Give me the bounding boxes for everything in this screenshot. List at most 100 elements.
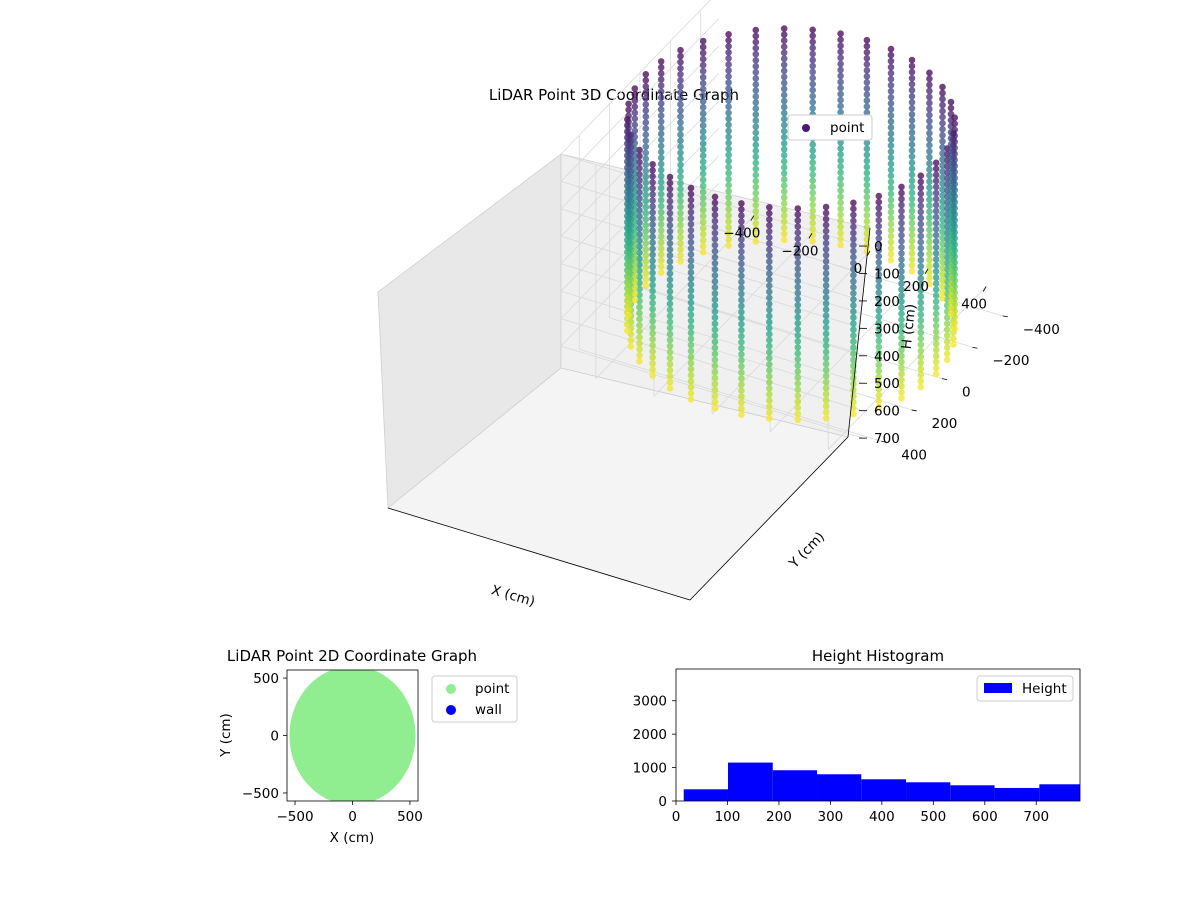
point-3d <box>932 207 940 215</box>
histogram-bar <box>950 785 995 801</box>
point-3d <box>699 98 707 105</box>
point-3d <box>822 415 830 422</box>
histogram-bar <box>1039 784 1080 801</box>
point-3d <box>837 217 844 225</box>
point-3d <box>875 271 883 278</box>
point-3d <box>917 293 925 300</box>
point-3d <box>947 310 955 317</box>
point-3d <box>725 175 732 183</box>
point-3d <box>649 269 656 277</box>
point-3d <box>677 155 684 163</box>
point-3d <box>625 142 632 150</box>
point-3d <box>943 344 951 352</box>
point-column <box>625 100 632 319</box>
point-3d <box>666 203 674 211</box>
point-3d <box>699 146 707 153</box>
point-3d <box>898 213 905 221</box>
point-3d <box>687 233 695 240</box>
point-3d <box>809 74 816 82</box>
point-3d <box>677 240 684 247</box>
point-3d <box>725 200 732 207</box>
point-3d <box>850 205 857 213</box>
point-3d <box>738 296 745 304</box>
point-3d <box>939 276 946 284</box>
point-3d <box>642 113 650 120</box>
point-3d <box>932 352 940 360</box>
point-3d <box>863 230 871 237</box>
point-3d <box>917 226 925 234</box>
point-3d <box>939 282 946 290</box>
point-3d <box>951 325 958 333</box>
point-3d <box>711 199 719 207</box>
point-3d <box>677 71 684 78</box>
point-3d <box>631 169 639 177</box>
point-3d <box>908 237 916 245</box>
point-3d <box>687 196 695 204</box>
point-3d <box>711 356 719 364</box>
point-3d <box>887 184 895 192</box>
point-3d <box>850 253 857 261</box>
point-3d <box>887 136 895 143</box>
point-3d <box>926 220 933 227</box>
point-3d <box>657 70 665 77</box>
point-3d <box>677 209 684 217</box>
point-3d <box>917 269 925 276</box>
point-3d <box>863 218 871 225</box>
point-3d <box>809 32 816 40</box>
point-3d <box>752 26 760 34</box>
point-3d <box>950 335 957 342</box>
point-3d <box>687 293 695 301</box>
point-3d <box>677 228 684 235</box>
y-tick-label-2d: 500 <box>253 671 279 687</box>
point-3d <box>666 306 674 314</box>
point-3d <box>649 227 656 234</box>
point-3d <box>926 160 933 167</box>
point-3d <box>627 343 635 350</box>
scatter-2d-chart: LiDAR Point 2D Coordinate Graph −500−500… <box>218 647 518 846</box>
point-3d <box>752 57 760 64</box>
point-3d <box>822 324 830 332</box>
point-3d <box>947 195 955 202</box>
point-3d <box>932 340 940 348</box>
point-3d <box>837 66 844 74</box>
point-3d <box>908 74 916 82</box>
x-tick-label-hist: 600 <box>972 809 998 825</box>
point-3d <box>677 179 684 187</box>
point-3d <box>657 130 665 138</box>
point-3d <box>794 338 802 345</box>
point-3d <box>932 165 940 173</box>
point-3d <box>766 385 773 392</box>
point-3d <box>725 85 732 92</box>
y-tick-label-3d: 200 <box>932 416 958 432</box>
point-3d <box>947 273 955 281</box>
point-3d <box>666 197 674 205</box>
point-3d <box>794 223 802 230</box>
point-3d <box>908 231 916 239</box>
point-3d <box>738 284 745 292</box>
point-3d <box>939 288 946 296</box>
point-3d <box>875 295 883 303</box>
point-3d <box>822 215 830 223</box>
point-3d <box>794 241 802 248</box>
point-3d <box>850 290 857 297</box>
point-3d <box>699 182 707 190</box>
point-3d <box>738 351 745 358</box>
point-3d <box>939 138 946 145</box>
point-3d <box>657 251 665 258</box>
point-3d <box>666 191 674 199</box>
point-3d <box>687 275 695 282</box>
point-column <box>875 192 883 411</box>
point-3d <box>666 288 674 296</box>
point-3d <box>625 287 632 295</box>
point-3d <box>780 73 788 81</box>
point-3d <box>657 215 665 222</box>
point-3d <box>939 210 946 217</box>
point-3d <box>947 255 955 263</box>
point-3d <box>850 320 857 327</box>
point-3d <box>887 82 895 89</box>
point-3d <box>939 222 946 230</box>
point-column <box>699 37 707 256</box>
point-3d <box>822 300 830 307</box>
point-column <box>752 26 760 245</box>
